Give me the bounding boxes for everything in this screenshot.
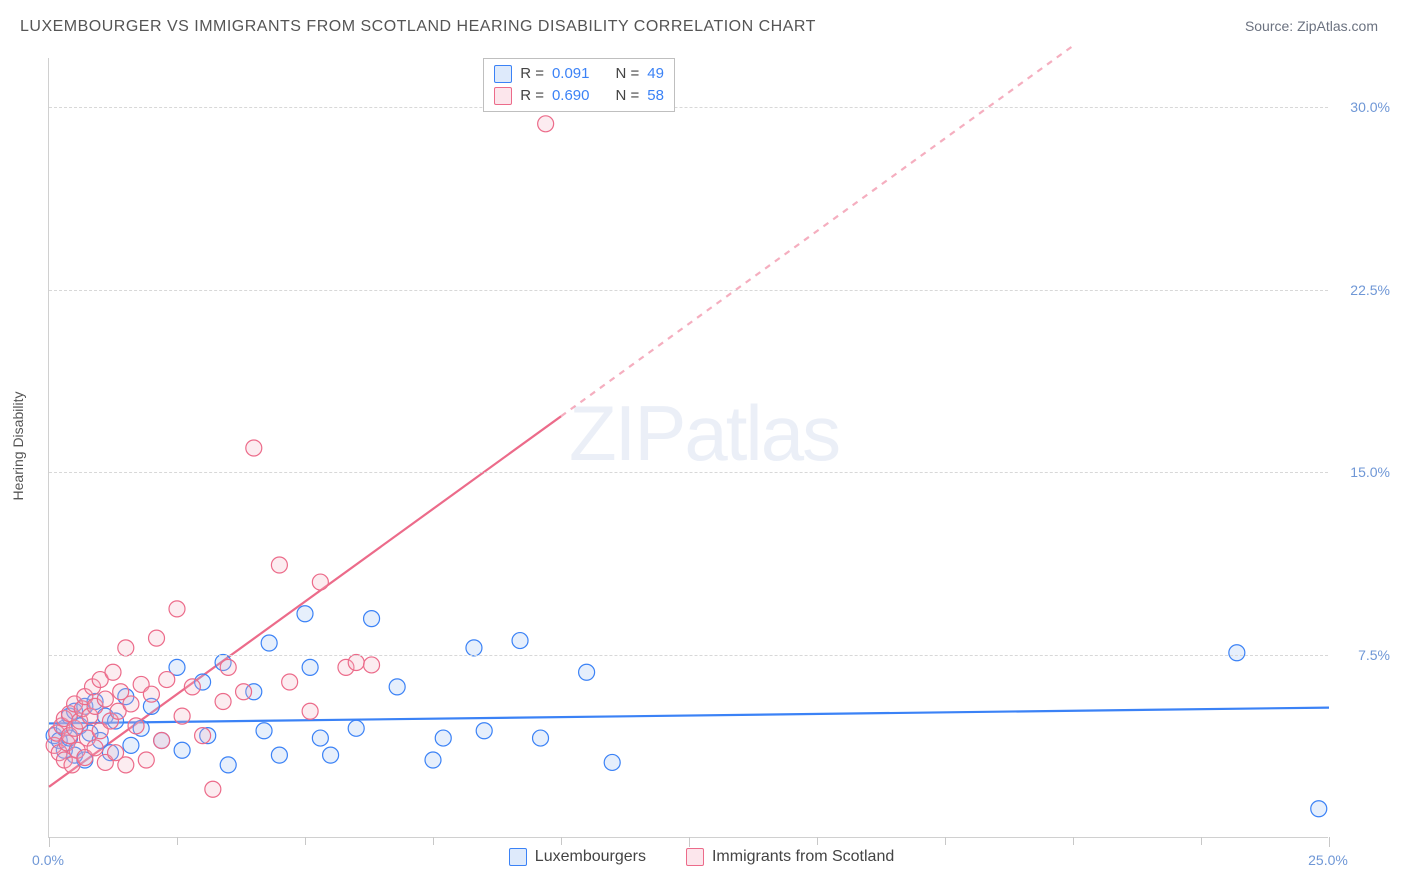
legend-N-value: 49 bbox=[647, 63, 664, 85]
scatter-point bbox=[118, 640, 134, 656]
scatter-point bbox=[184, 679, 200, 695]
xtick bbox=[945, 837, 946, 845]
scatter-point bbox=[169, 601, 185, 617]
gridline bbox=[49, 290, 1328, 291]
scatter-point bbox=[236, 684, 252, 700]
legend-R-value: 0.091 bbox=[552, 63, 590, 85]
scatter-point bbox=[128, 718, 144, 734]
scatter-point bbox=[302, 659, 318, 675]
scatter-point bbox=[1229, 645, 1245, 661]
gridline bbox=[49, 655, 1328, 656]
gridline bbox=[49, 472, 1328, 473]
ytick-label: 7.5% bbox=[1335, 647, 1390, 663]
ytick-label: 15.0% bbox=[1335, 464, 1390, 480]
scatter-point bbox=[261, 635, 277, 651]
xtick-label: 0.0% bbox=[32, 852, 64, 868]
xtick-major bbox=[49, 837, 50, 847]
ytick-label: 22.5% bbox=[1335, 282, 1390, 298]
scatter-point bbox=[466, 640, 482, 656]
scatter-point bbox=[256, 723, 272, 739]
scatter-point bbox=[154, 733, 170, 749]
scatter-point bbox=[389, 679, 405, 695]
xtick-label: 25.0% bbox=[1308, 852, 1348, 868]
legend-N-label: N = bbox=[616, 85, 640, 107]
legend-R-label: R = bbox=[520, 85, 544, 107]
gridline bbox=[49, 107, 1328, 108]
scatter-point bbox=[205, 781, 221, 797]
legend-swatch bbox=[686, 848, 704, 866]
legend-R-label: R = bbox=[520, 63, 544, 85]
xtick bbox=[305, 837, 306, 845]
legend-series: Luxembourgers Immigrants from Scotland bbox=[509, 848, 894, 866]
scatter-point bbox=[604, 754, 620, 770]
legend-stats-row: R = 0.690 N = 58 bbox=[494, 85, 664, 107]
scatter-point bbox=[149, 630, 165, 646]
scatter-point bbox=[159, 672, 175, 688]
scatter-point bbox=[118, 757, 134, 773]
scatter-point bbox=[476, 723, 492, 739]
xtick bbox=[561, 837, 562, 845]
scatter-point bbox=[97, 691, 113, 707]
legend-swatch bbox=[509, 848, 527, 866]
source-label: Source: bbox=[1245, 18, 1297, 34]
scatter-point bbox=[435, 730, 451, 746]
scatter-point bbox=[297, 606, 313, 622]
scatter-point bbox=[105, 664, 121, 680]
scatter-point bbox=[348, 720, 364, 736]
legend-N-value: 58 bbox=[647, 85, 664, 107]
legend-stats-row: R = 0.091 N = 49 bbox=[494, 63, 664, 85]
xtick bbox=[1073, 837, 1074, 845]
legend-N-label: N = bbox=[616, 63, 640, 85]
legend-series-item: Immigrants from Scotland bbox=[686, 848, 894, 866]
scatter-point bbox=[123, 737, 139, 753]
scatter-point bbox=[143, 686, 159, 702]
scatter-points-layer bbox=[49, 58, 1328, 837]
scatter-point bbox=[312, 730, 328, 746]
scatter-point bbox=[87, 740, 103, 756]
scatter-point bbox=[220, 659, 236, 675]
xtick-major bbox=[689, 837, 690, 847]
legend-swatch bbox=[494, 65, 512, 83]
scatter-point bbox=[538, 116, 554, 132]
plot-area: ZIPatlas 7.5%15.0%22.5%30.0% bbox=[48, 58, 1328, 838]
legend-R-value: 0.690 bbox=[552, 85, 590, 107]
source-link[interactable]: ZipAtlas.com bbox=[1297, 18, 1378, 34]
scatter-point bbox=[512, 633, 528, 649]
scatter-point bbox=[348, 655, 364, 671]
scatter-point bbox=[302, 703, 318, 719]
legend-swatch bbox=[494, 87, 512, 105]
scatter-point bbox=[1311, 801, 1327, 817]
xtick bbox=[817, 837, 818, 845]
legend-series-label: Luxembourgers bbox=[535, 848, 646, 866]
scatter-point bbox=[364, 657, 380, 673]
scatter-point bbox=[138, 752, 154, 768]
scatter-point bbox=[271, 747, 287, 763]
ytick-label: 30.0% bbox=[1335, 99, 1390, 115]
scatter-point bbox=[364, 611, 380, 627]
scatter-point bbox=[220, 757, 236, 773]
chart-title: LUXEMBOURGER VS IMMIGRANTS FROM SCOTLAND… bbox=[20, 18, 816, 36]
scatter-point bbox=[174, 708, 190, 724]
y-axis-label: Hearing Disability bbox=[10, 392, 26, 501]
scatter-point bbox=[323, 747, 339, 763]
scatter-point bbox=[425, 752, 441, 768]
scatter-point bbox=[174, 742, 190, 758]
legend-series-item: Luxembourgers bbox=[509, 848, 646, 866]
scatter-point bbox=[533, 730, 549, 746]
scatter-point bbox=[123, 696, 139, 712]
xtick bbox=[1201, 837, 1202, 845]
scatter-point bbox=[312, 574, 328, 590]
legend-stats: R = 0.091 N = 49 R = 0.690 N = 58 bbox=[483, 58, 675, 112]
scatter-point bbox=[579, 664, 595, 680]
xtick bbox=[433, 837, 434, 845]
scatter-point bbox=[195, 728, 211, 744]
source-attribution: Source: ZipAtlas.com bbox=[1245, 18, 1378, 34]
legend-series-label: Immigrants from Scotland bbox=[712, 848, 894, 866]
scatter-point bbox=[215, 694, 231, 710]
scatter-point bbox=[282, 674, 298, 690]
xtick bbox=[177, 837, 178, 845]
xtick-major bbox=[1329, 837, 1330, 847]
scatter-point bbox=[271, 557, 287, 573]
scatter-point bbox=[246, 440, 262, 456]
